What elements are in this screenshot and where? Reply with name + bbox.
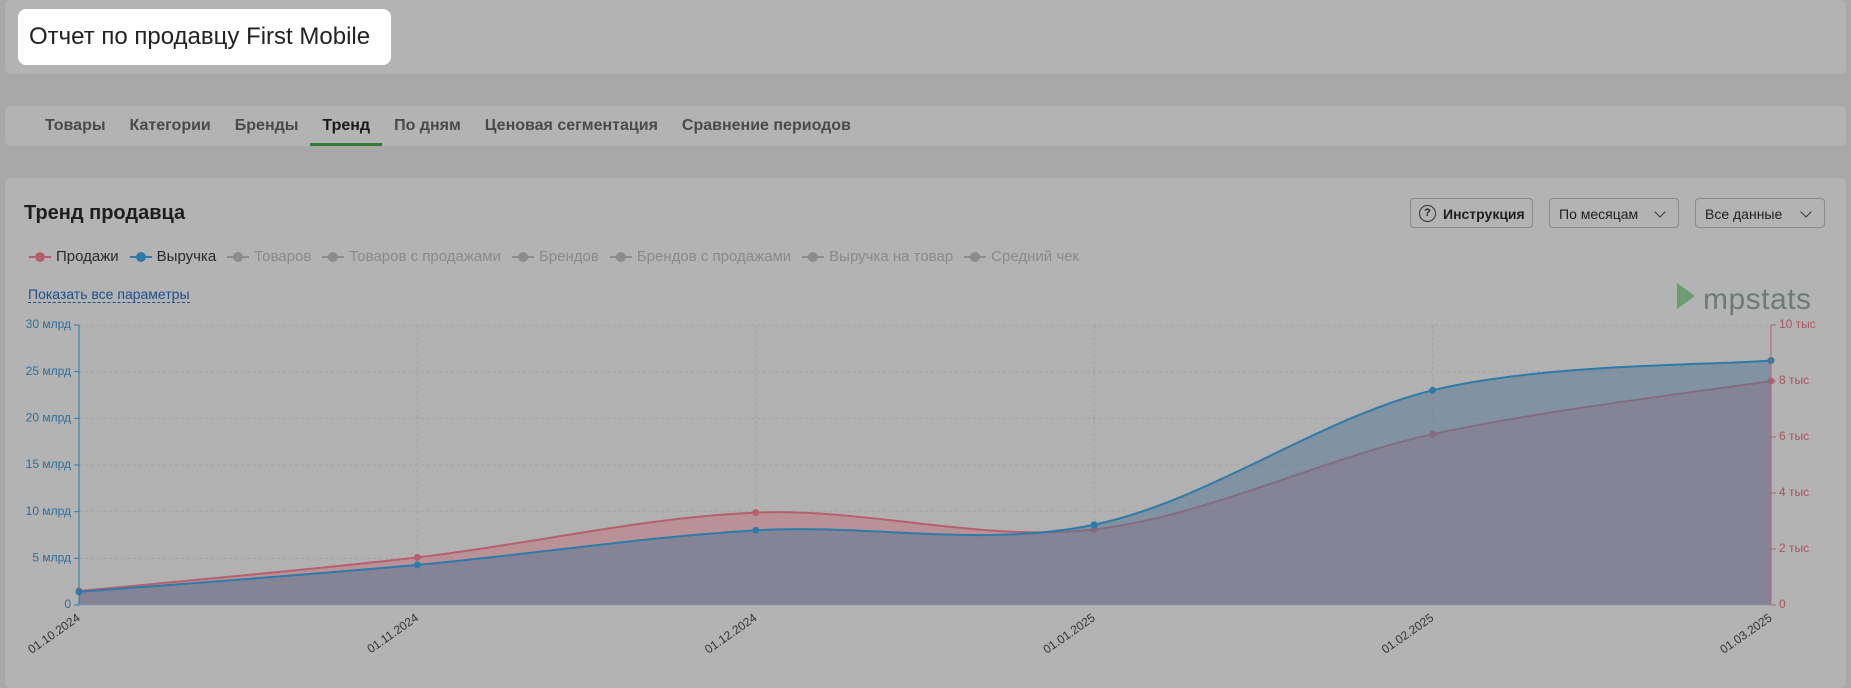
swatch-dot (233, 251, 244, 262)
legend-swatch (609, 251, 632, 262)
y2-tick-label: 0 (1779, 597, 1786, 611)
y-tick-label: 30 млрд (26, 317, 71, 331)
legend-label: Выручка (156, 248, 217, 265)
legend-item[interactable]: Товаров (227, 248, 311, 265)
data-point (752, 526, 760, 534)
data-point (1090, 521, 1098, 529)
tab[interactable]: Сравнение периодов (681, 117, 851, 134)
tab-bar: Товары Категории Бренды Тренд По дням Ценовая… (5, 106, 1846, 146)
y2-tick-label: 2 тыс (1779, 541, 1809, 555)
swatch-dot (615, 251, 626, 262)
y-tick-label: 20 млрд (26, 411, 71, 425)
legend-label: Средний чек (991, 248, 1080, 265)
tab[interactable]: Тренд (310, 106, 382, 146)
x-tick-label: 01.03.2025 (1717, 610, 1774, 656)
x-tick-label: 01.12.2024 (702, 610, 759, 656)
tab[interactable]: По дням (394, 117, 461, 134)
x-tick-label: 01.10.2024 (25, 610, 82, 656)
tab[interactable]: Категории (129, 117, 211, 134)
header-card: Отчет по продавцу First Mobile (5, 0, 1846, 74)
tab[interactable]: Товары (45, 117, 106, 134)
legend-swatch (29, 251, 51, 262)
legend-item[interactable]: Выручка (129, 248, 217, 265)
page-title: Отчет по продавцу First Mobile (18, 9, 392, 65)
legend-item[interactable]: Брендов с продажами (609, 248, 792, 265)
swatch-dot (328, 251, 339, 262)
data-point (413, 561, 421, 569)
legend-swatch (227, 251, 250, 262)
y-tick-label: 0 (64, 597, 71, 611)
data-point (752, 509, 760, 517)
legend-label: Брендов с продажами (636, 248, 792, 265)
x-tick-label: 01.11.2024 (364, 610, 421, 656)
y2-tick-label: 4 тыс (1779, 485, 1809, 499)
x-tick-label: 01.02.2025 (1379, 610, 1436, 656)
swatch-dot (517, 251, 528, 262)
legend-label: Продажи (56, 248, 119, 265)
legend-item[interactable]: Средний чек (964, 248, 1079, 265)
swatch-dot (35, 251, 45, 262)
legend-label: Брендов (538, 248, 599, 265)
x-tick-label: 01.01.2025 (1041, 610, 1098, 656)
panel-title: Тренд продавца (24, 202, 186, 224)
swatch-dot (970, 251, 981, 262)
legend-item[interactable]: Выручка на товар (802, 248, 953, 265)
help-button[interactable]: Инструкция (1410, 198, 1533, 228)
period-select[interactable]: По месяцам (1549, 198, 1679, 228)
legend-label: Товаров с продажами (349, 248, 501, 265)
logo: mpstats (1677, 283, 1812, 317)
tab[interactable]: Ценовая сегментация (484, 117, 658, 134)
swatch-dot (808, 251, 819, 262)
legend-item[interactable]: Продажи (29, 248, 119, 265)
swatch-dot (135, 251, 146, 262)
y2-tick-label: 10 тыс (1779, 317, 1816, 331)
data-point (413, 553, 421, 561)
show-all-link[interactable]: Показать все параметры (28, 286, 190, 303)
legend-item[interactable]: Товаров с продажами (322, 248, 501, 265)
y2-tick-label: 6 тыс (1779, 429, 1809, 443)
y2-tick-label: 8 тыс (1779, 373, 1809, 387)
legend-item[interactable]: Брендов (511, 248, 599, 265)
legend-swatch (322, 251, 345, 262)
series-area (79, 360, 1771, 605)
legend-swatch (802, 251, 825, 262)
legend-label: Выручка на товар (829, 248, 954, 265)
y-tick-label: 15 млрд (26, 457, 71, 471)
legend: Продажи Выручка Товаров Товаров с продажами… (29, 248, 1090, 265)
y-tick-label: 10 млрд (26, 504, 71, 518)
tab[interactable]: Бренды (234, 117, 299, 134)
y-tick-label: 5 млрд (32, 551, 71, 565)
y-tick-label: 25 млрд (26, 364, 71, 378)
legend-swatch (964, 251, 987, 262)
legend-swatch (511, 251, 534, 262)
legend-swatch (129, 251, 152, 262)
range-select[interactable]: Все данные (1695, 198, 1825, 228)
legend-label: Товаров (254, 248, 312, 265)
series-line (78, 359, 1772, 593)
data-point (1429, 386, 1437, 394)
